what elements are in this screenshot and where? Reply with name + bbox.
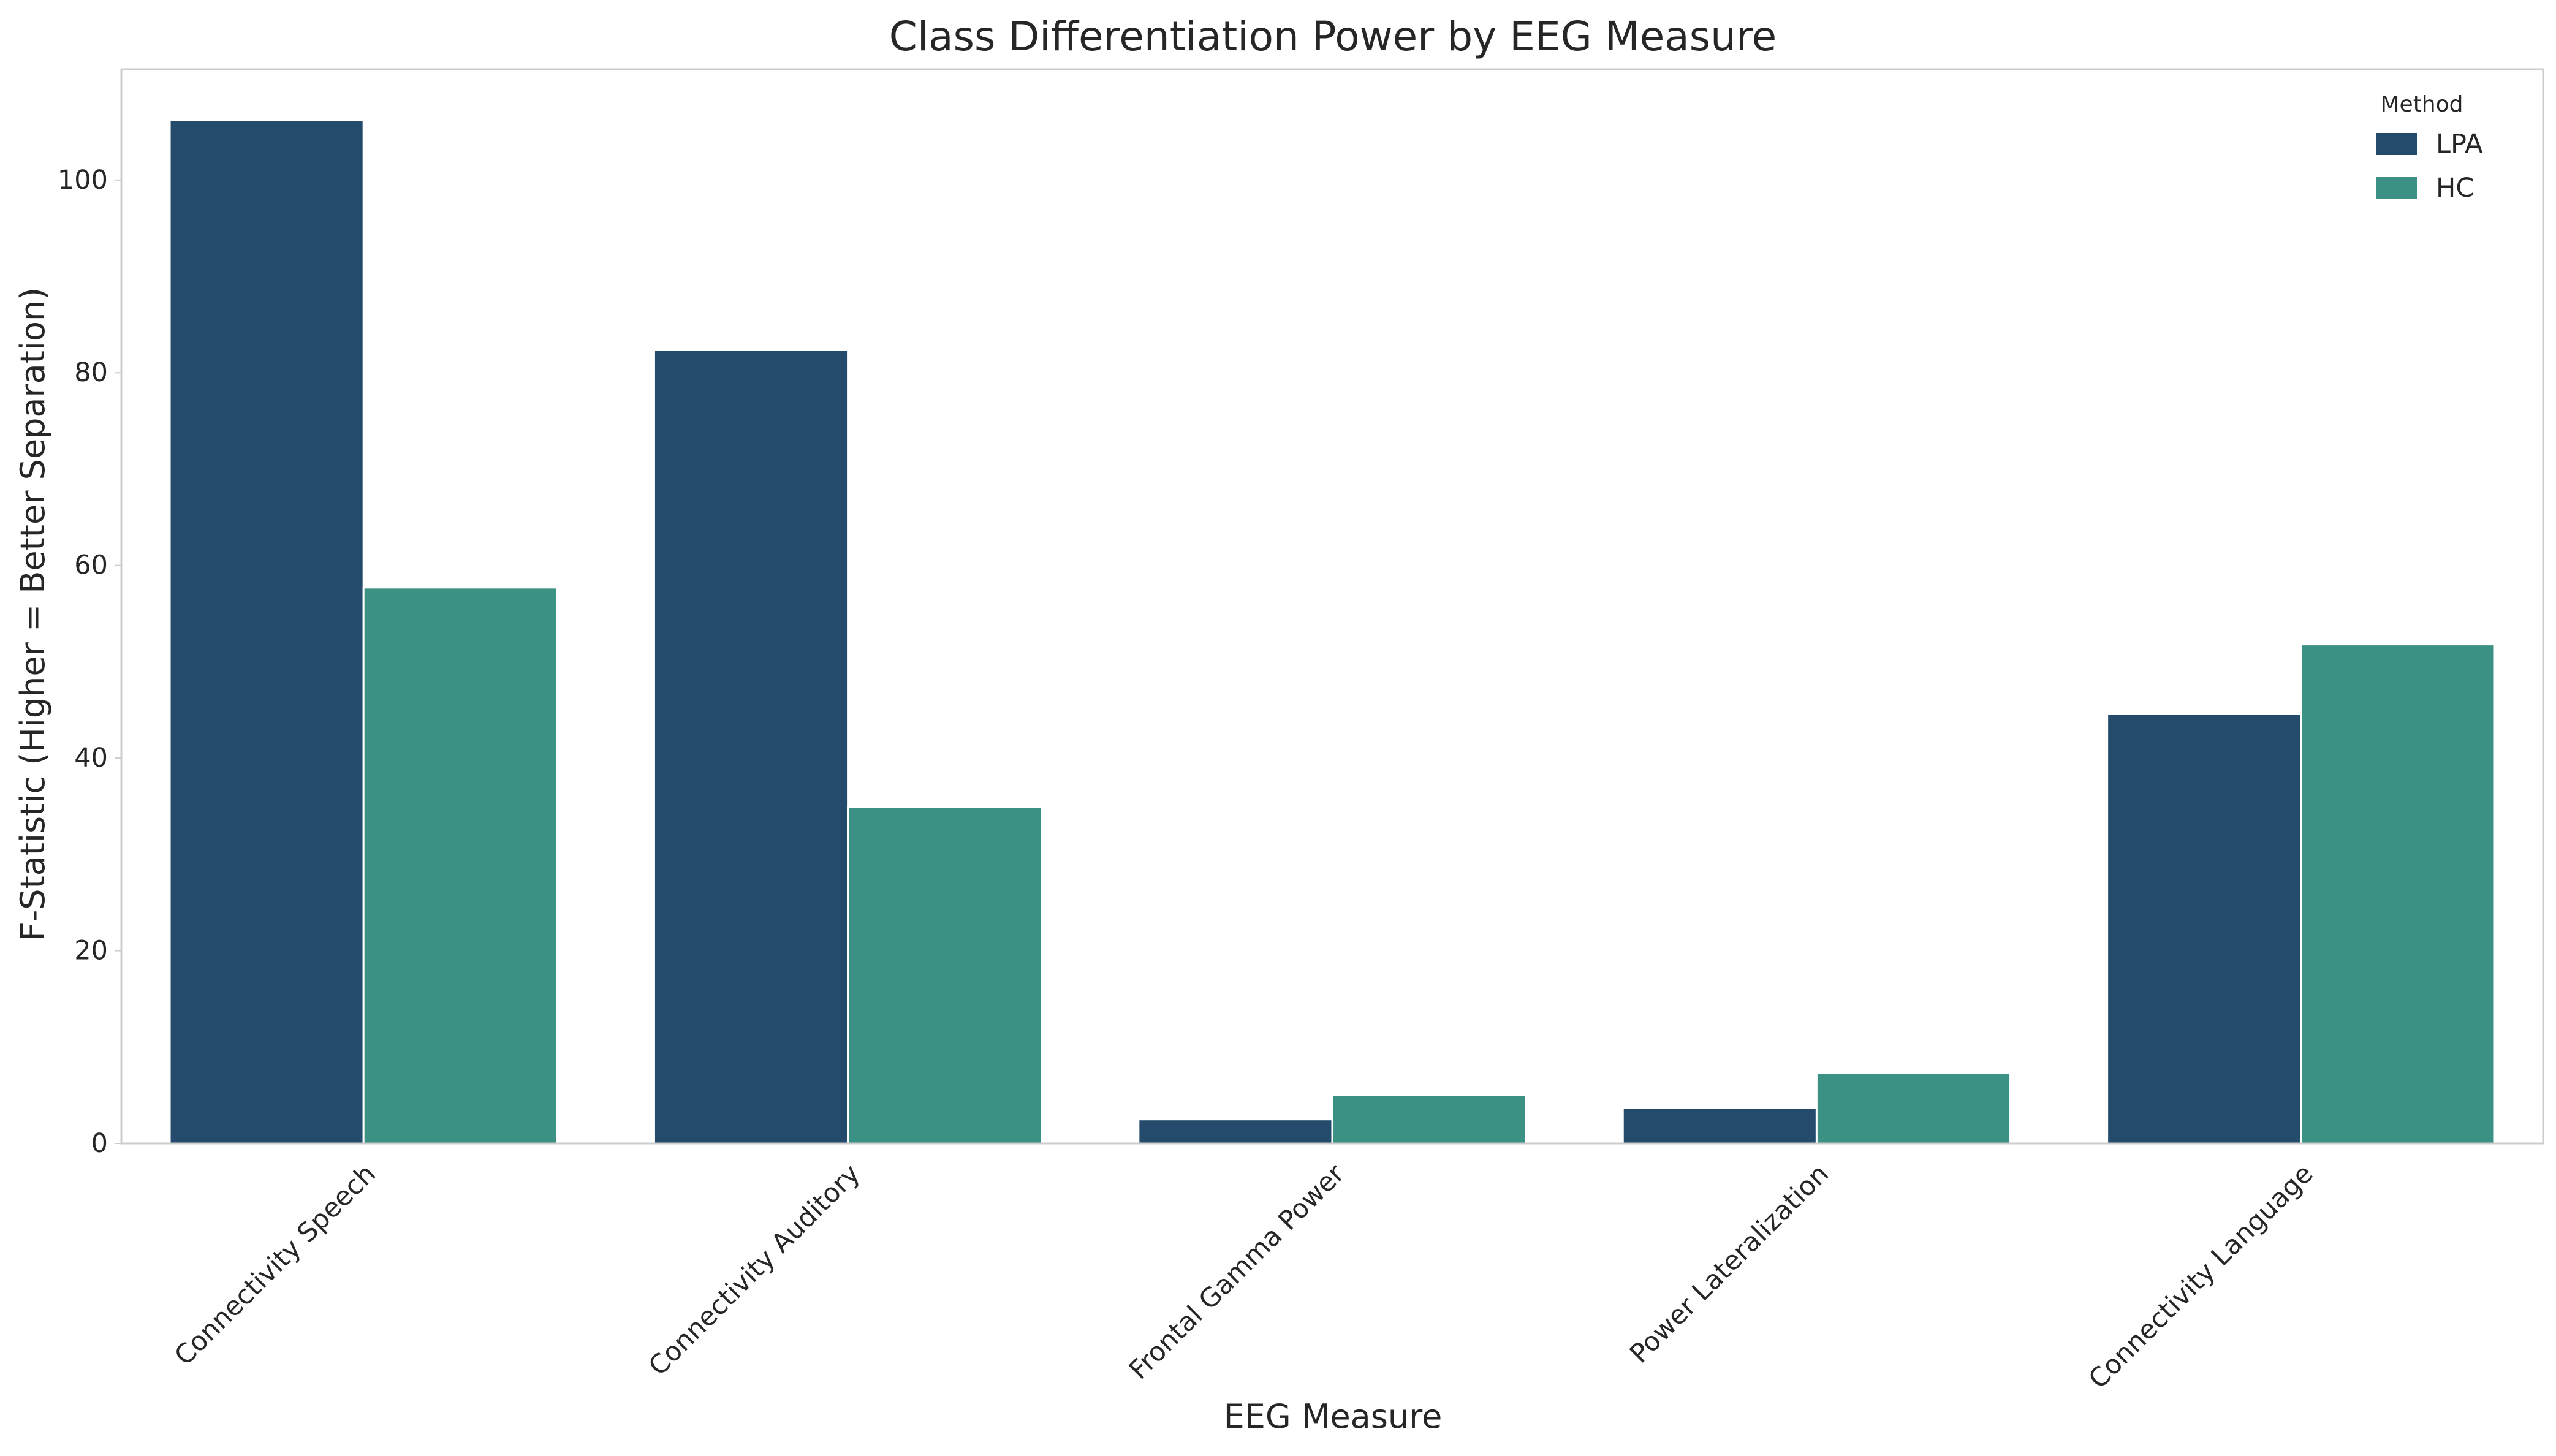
bar-lpa	[169, 119, 365, 1145]
x-tick-label: Connectivity Speech	[169, 1158, 382, 1371]
bar-lpa	[1137, 1118, 1333, 1145]
legend-label-hc: HC	[2436, 173, 2474, 203]
y-axis-label: F-Statistic (Higher = Better Separation)	[13, 287, 52, 941]
legend-swatch-hc	[2376, 177, 2417, 199]
bar-hc	[2300, 643, 2496, 1145]
bar-lpa	[2106, 713, 2302, 1145]
axes-frame	[120, 68, 2544, 1145]
legend-swatch-lpa	[2376, 133, 2417, 155]
y-tick-label: 20	[74, 936, 108, 966]
x-axis-label: EEG Measure	[1224, 1397, 1443, 1436]
plot-area: 0 20 40 60 80 100 Connectivity Speech Connectiv…	[58, 68, 2544, 1395]
legend-title: Method	[2380, 92, 2463, 117]
bar-lpa	[653, 349, 849, 1145]
y-tick-label: 0	[91, 1128, 108, 1159]
x-tick-label: Connectivity Auditory	[643, 1158, 866, 1381]
y-tick-label: 60	[74, 550, 108, 581]
bar-hc	[1331, 1094, 1527, 1145]
x-tick-label: Power Lateralization	[1624, 1158, 1835, 1369]
y-tick-label: 80	[74, 357, 108, 388]
x-tick-label: Frontal Gamma Power	[1123, 1158, 1351, 1386]
chart-title: Class Differentiation Power by EEG Measu…	[889, 13, 1777, 60]
bar-hc	[1815, 1072, 2012, 1145]
y-tick-label: 100	[58, 165, 108, 195]
legend: Method LPA HC	[2376, 92, 2483, 203]
bar-hc	[362, 586, 558, 1145]
bar-hc	[847, 806, 1043, 1145]
y-tick-label: 40	[74, 743, 108, 773]
legend-label-lpa: LPA	[2436, 129, 2483, 159]
x-tick-label: Connectivity Language	[2083, 1158, 2319, 1395]
bar-lpa	[1621, 1107, 1818, 1145]
